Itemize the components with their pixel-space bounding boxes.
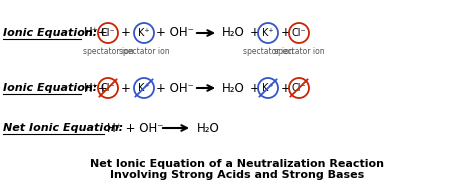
Text: Cl⁻: Cl⁻ [292,83,306,93]
Text: spectator ion: spectator ion [273,48,324,57]
Text: +: + [121,27,131,39]
Text: H₂O: H₂O [222,82,245,95]
Text: + OH⁻: + OH⁻ [156,27,194,39]
Text: K⁺: K⁺ [138,83,150,93]
Text: Net Ionic Equation:: Net Ionic Equation: [3,123,123,133]
Text: +: + [121,82,131,95]
Text: H₂O: H₂O [197,121,220,134]
Text: Cl⁻: Cl⁻ [292,28,306,38]
Text: Cl⁻: Cl⁻ [100,28,115,38]
Text: H⁺ + OH⁻: H⁺ + OH⁻ [107,121,164,134]
Text: K⁺: K⁺ [262,83,274,93]
Text: + OH⁻: + OH⁻ [156,82,194,95]
Text: K⁺: K⁺ [138,28,150,38]
Text: Involving Strong Acids and Strong Bases: Involving Strong Acids and Strong Bases [110,170,364,180]
Text: spectator ion: spectator ion [118,48,169,57]
Text: spectator ion: spectator ion [243,48,293,57]
Text: Net Ionic Equation of a Neutralization Reaction: Net Ionic Equation of a Neutralization R… [90,159,384,169]
Text: Ionic Equation:: Ionic Equation: [3,83,97,93]
Text: Cl⁻: Cl⁻ [100,83,115,93]
Text: +: + [281,82,291,95]
Text: H⁺+: H⁺+ [84,82,109,95]
Text: Ionic Equation:: Ionic Equation: [3,28,97,38]
Text: +: + [250,27,260,39]
Text: H⁺+: H⁺+ [84,27,109,39]
Text: +: + [281,27,291,39]
Text: K⁺: K⁺ [262,28,274,38]
Text: spectator ion: spectator ion [82,48,133,57]
Text: H₂O: H₂O [222,27,245,39]
Text: +: + [250,82,260,95]
